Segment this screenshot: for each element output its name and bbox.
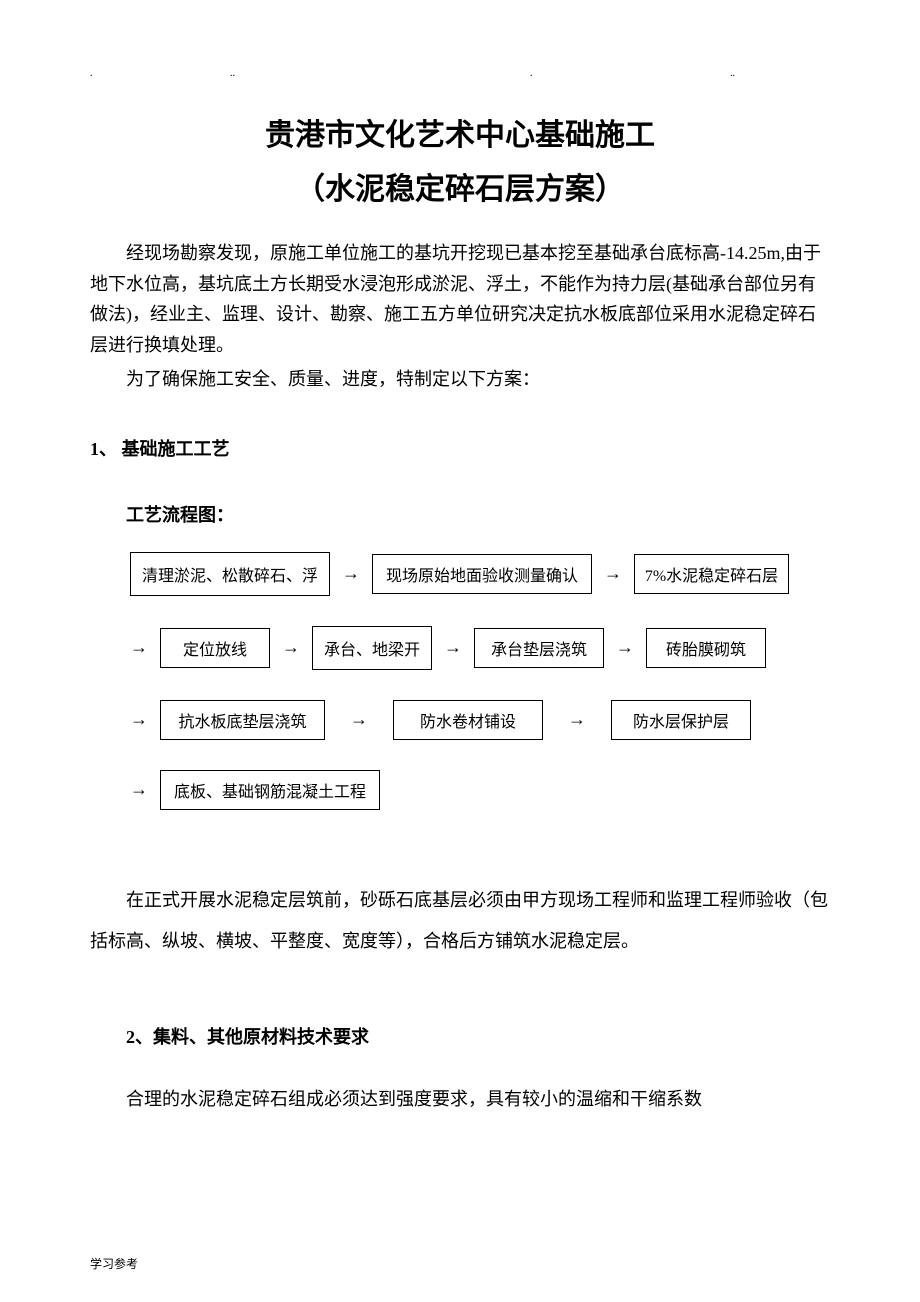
flow-node: 抗水板底垫层浇筑	[160, 700, 325, 740]
flow-node: 防水卷材铺设	[393, 700, 543, 740]
flow-node: 承台垫层浇筑	[474, 628, 604, 668]
section-1-body: 在正式开展水泥稳定层筑前，砂砾石底基层必须由甲方现场工程师和监理工程师验收（包括…	[90, 880, 830, 963]
flowchart-heading: 工艺流程图：	[90, 501, 830, 527]
flow-row-3: → 抗水板底垫层浇筑 → 防水卷材铺设 → 防水层保护层	[130, 700, 830, 740]
header-dot: ..	[230, 68, 235, 79]
arrow-icon: →	[130, 779, 148, 800]
arrow-icon: →	[444, 637, 462, 658]
flow-node: 现场原始地面验收测量确认	[372, 554, 592, 594]
arrow-icon: →	[350, 709, 368, 730]
flow-node: 防水层保护层	[611, 700, 751, 740]
arrow-icon: →	[616, 637, 634, 658]
arrow-icon: →	[568, 709, 586, 730]
section-2-heading: 2、集料、其他原材料技术要求	[90, 1023, 830, 1049]
flow-node: 承台、地梁开	[312, 626, 432, 670]
arrow-icon: →	[604, 563, 622, 584]
flow-row-4: → 底板、基础钢筋混凝土工程	[130, 770, 830, 810]
flow-node: 7%水泥稳定碎石层	[634, 554, 789, 594]
flowchart: 清理淤泥、松散碎石、浮 → 现场原始地面验收测量确认 → 7%水泥稳定碎石层 →…	[130, 552, 830, 810]
header-dot: .	[90, 68, 93, 79]
flow-node: 清理淤泥、松散碎石、浮	[130, 552, 330, 596]
document-title: 贵港市文化艺术中心基础施工	[90, 110, 830, 154]
section-2-body: 合理的水泥稳定碎石组成必须达到强度要求，具有较小的温缩和干缩系数	[90, 1079, 830, 1120]
arrow-icon: →	[130, 637, 148, 658]
flow-row-2: → 定位放线 → 承台、地梁开 → 承台垫层浇筑 → 砖胎膜砌筑	[130, 626, 830, 670]
flow-node: 底板、基础钢筋混凝土工程	[160, 770, 380, 810]
document-subtitle: （水泥稳定碎石层方案）	[90, 164, 830, 208]
header-dot: ..	[730, 68, 735, 79]
flow-node: 定位放线	[160, 628, 270, 668]
arrow-icon: →	[282, 637, 300, 658]
section-1-heading: 1、 基础施工工艺	[90, 435, 830, 461]
intro-paragraph-1: 经现场勘察发现，原施工单位施工的基坑开挖现已基本挖至基础承台底标高-14.25m…	[90, 238, 830, 360]
header-dot: .	[530, 68, 533, 79]
arrow-icon: →	[130, 709, 148, 730]
footer-text: 学习参考	[90, 1255, 138, 1272]
flow-node: 砖胎膜砌筑	[646, 628, 766, 668]
intro-paragraph-2: 为了确保施工安全、质量、进度，特制定以下方案：	[90, 364, 830, 395]
arrow-icon: →	[342, 563, 360, 584]
flow-row-1: 清理淤泥、松散碎石、浮 → 现场原始地面验收测量确认 → 7%水泥稳定碎石层	[130, 552, 830, 596]
